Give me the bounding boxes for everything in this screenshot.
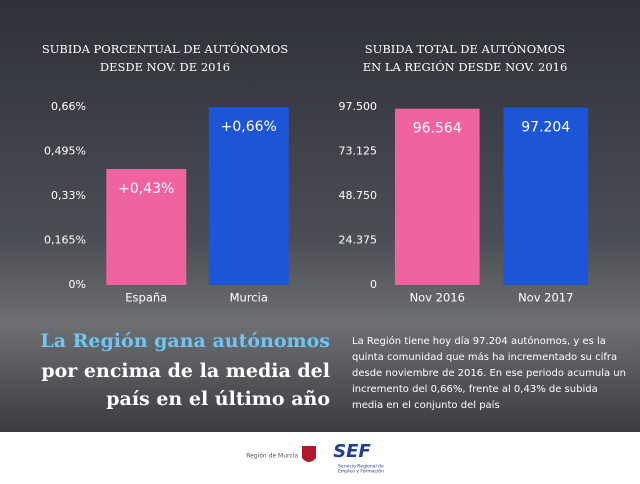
y-tick-label: 0,495% <box>44 145 86 158</box>
headline-line: por encima de la media del <box>41 360 330 382</box>
charts: SUBIDA PORCENTUAL DE AUTÓNOMOS DESDE NOV.… <box>42 42 589 305</box>
chart-title: SUBIDA TOTAL DE AUTÓNOMOS <box>365 42 566 56</box>
chart-title: DESDE NOV. DE 2016 <box>100 60 230 74</box>
footer-band <box>0 432 640 480</box>
footer: Región de Murcia SEF Servicio Regional d… <box>246 441 384 475</box>
headline-line: La Región gana autónomos <box>40 330 330 352</box>
bar <box>106 169 187 285</box>
sef-logo: SEF <box>333 441 371 462</box>
body-line: quinta comunidad que más ha incrementado… <box>352 351 617 363</box>
y-tick-label: 73.125 <box>339 145 378 158</box>
y-tick-label: 0,165% <box>44 234 86 247</box>
body-line: La Región tiene hoy día 97.204 autónomos… <box>352 335 606 347</box>
body-text: La Región tiene hoy día 97.204 autónomos… <box>352 335 626 411</box>
bar <box>394 108 480 285</box>
headline-line: país en el último año <box>106 388 330 410</box>
y-tick-label: 0,33% <box>51 189 86 202</box>
x-tick-label: España <box>125 291 167 305</box>
y-tick-label: 0% <box>69 278 86 291</box>
region-logo-text: Región de Murcia <box>246 453 298 460</box>
x-tick-label: Nov 2017 <box>518 291 573 305</box>
sef-name: Servicio Regional de <box>338 464 384 470</box>
body-line: media en el conjunto del país <box>352 399 500 411</box>
value-label: 96.564 <box>413 121 462 137</box>
chart-title: EN LA REGIÓN DESDE NOV. 2016 <box>363 60 568 74</box>
y-tick-label: 97.500 <box>339 100 378 113</box>
y-tick-label: 0,66% <box>51 100 86 113</box>
y-tick-label: 0 <box>370 278 377 291</box>
body-line: desde noviembre de 2016. En ese periodo … <box>352 368 626 379</box>
headline: La Región gana autónomos por encima de l… <box>40 330 330 410</box>
chart-title: SUBIDA PORCENTUAL DE AUTÓNOMOS <box>42 42 288 56</box>
bar <box>208 107 289 285</box>
y-tick-label: 48.750 <box>339 189 378 202</box>
y-tick-label: 24.375 <box>339 234 378 247</box>
region-shield <box>302 446 316 462</box>
bar <box>503 107 589 285</box>
sef-name: Empleo y Formación <box>338 468 384 475</box>
value-label: +0,43% <box>118 181 174 197</box>
value-label: 97.204 <box>521 120 570 136</box>
value-label: +0,66% <box>221 119 277 135</box>
body-line: incremento del 0,66%, frente al 0,43% de… <box>352 384 598 395</box>
x-tick-label: Nov 2016 <box>410 291 465 305</box>
x-tick-label: Murcia <box>230 291 268 305</box>
